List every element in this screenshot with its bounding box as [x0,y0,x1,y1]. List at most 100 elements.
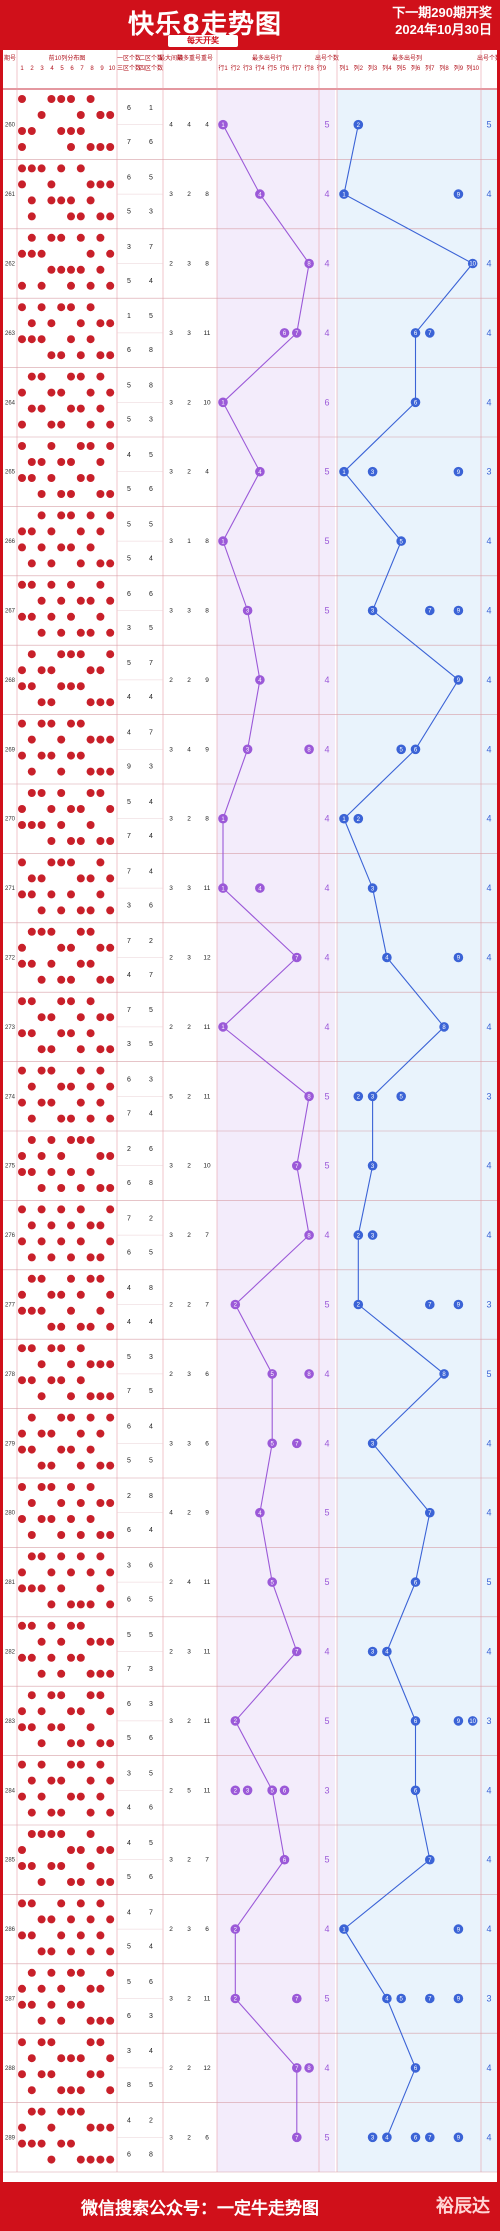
most-col-point-label: 8 [442,1025,446,1031]
grid-ball [47,1600,56,1609]
max-gap-value: 3 [169,608,173,615]
grid-ball [86,628,95,637]
grid-ball [27,1830,36,1838]
most-row-point [242,605,253,616]
most-col-point-label: 1 [342,192,346,198]
grid-ball [96,1637,105,1646]
grid-ball [67,858,75,867]
max-gap-value: 2 [169,1649,173,1656]
grid-ball [37,1515,46,1523]
grid-ball [67,975,75,984]
grid-ball [37,2038,46,2047]
grid-ball [86,1637,95,1646]
grid-ball [96,1184,105,1192]
grid-ball [27,650,36,659]
most-col-point [353,1091,364,1102]
grid-ball [76,111,85,119]
most-row-point-label: 8 [307,1233,311,1239]
max-repeat-value: 3 [187,955,191,962]
most-row-point [304,744,314,755]
max-repeat-value: 2 [187,191,191,198]
grid-ball [76,442,85,450]
grid-ball [57,906,66,915]
grid-ball [76,404,85,413]
max-gap-value: 2 [169,2065,173,2072]
grid-ball [96,1792,105,1801]
grid-ball [18,1568,26,1577]
zone3-count: 7 [127,139,131,146]
col-count-value: 4 [486,328,491,338]
grid-ball [76,2155,85,2164]
grid-ball [47,1098,56,1107]
grid-ball [76,1098,85,1107]
grid-ball [18,1066,26,1075]
most-col-point [339,189,349,199]
repeat-value: 9 [205,677,209,684]
grid-ball [106,767,115,776]
grid-ball [106,1808,115,1817]
grid-ball [67,458,75,466]
zone3-header: 三区个数 [117,64,141,72]
grid-ball [86,906,95,915]
grid-ball [106,490,115,498]
repeat-value: 4 [205,122,209,129]
zone2-count: 4 [149,1424,153,1431]
grid-ball [47,351,56,360]
grid-ball [27,1931,36,1940]
most-row-point-label: 8 [307,1372,311,1378]
most-row-point [230,1716,241,1726]
grid-ball [57,1691,66,1700]
row-tick: 行6 [280,64,290,72]
grid-ball [106,1461,115,1470]
most-row-point-label: 4 [258,886,262,892]
grid-ball [37,1878,46,1886]
col-tick: 列1 [339,64,349,72]
most-row-point-label: 7 [295,1442,299,1448]
repeat-value: 9 [205,1510,209,1517]
most-row-point-label: 1 [221,1025,225,1031]
most-row-point [304,1369,314,1379]
grid-ball [86,1392,95,1401]
grid-ball [96,1098,105,1107]
max-gap-value: 2 [169,261,173,268]
grid-ball [27,335,36,344]
grid-ball [37,1360,46,1369]
max-gap-value: 2 [169,1926,173,1933]
most-row-point [218,813,228,824]
col-count-value: 4 [486,744,491,754]
zone3-count: 5 [127,278,131,285]
row-count-value: 3 [324,1785,329,1795]
grid-col-tick: 3 [40,66,44,72]
grid-ball [67,2000,75,2009]
grid-ball [76,596,85,605]
grid-ball [76,2086,85,2095]
grid-ball [18,527,26,536]
most-col-point-label: 7 [428,1858,432,1864]
grid-ball [67,1739,75,1748]
max-gap-value: 2 [169,1024,173,1031]
zone2-count: 2 [149,2118,153,2125]
grid-ball [47,2155,56,2164]
grid-ball [106,805,115,813]
issue-number: 265 [5,470,16,476]
grid-header: 前10列分布图 [49,54,86,62]
col-tick: 列6 [411,64,421,72]
zone4-count: 5 [149,1388,153,1395]
zone4-count: 5 [149,1596,153,1603]
max-gap-value: 2 [169,1302,173,1309]
grid-ball [57,1984,66,1993]
most-col-point-label: 2 [357,817,361,823]
grid-ball [76,1707,85,1716]
zone3-count: 5 [127,555,131,562]
grid-ball [47,1322,56,1331]
grid-ball [67,1947,75,1956]
grid-ball [86,698,95,707]
grid-ball [106,388,115,397]
grid-ball [106,1205,115,1214]
zone3-count: 6 [127,1249,131,1256]
grid-ball [18,1862,26,1870]
grid-ball [37,1429,46,1438]
grid-ball [57,1029,66,1038]
grid-ball [86,2123,95,2132]
grid-ball [96,265,105,274]
